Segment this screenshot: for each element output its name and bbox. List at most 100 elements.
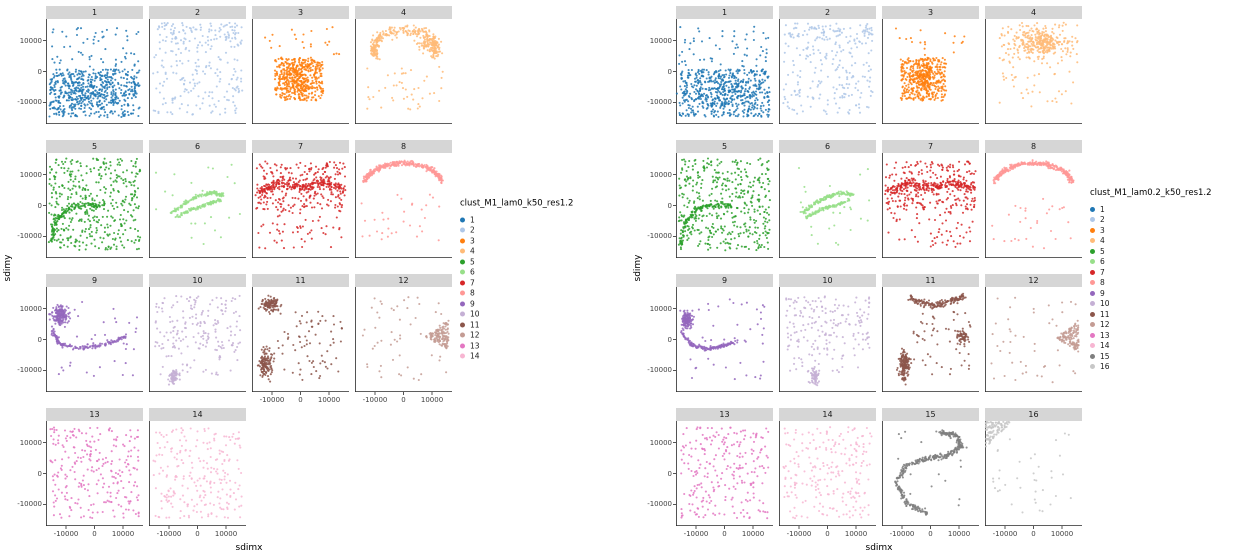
legend-item: 16	[1090, 362, 1212, 373]
legend-item: 11	[460, 320, 573, 331]
y-tick-label: -10000	[17, 500, 42, 509]
legend-label: 3	[1100, 225, 1105, 235]
legend-label: 16	[1100, 362, 1110, 372]
legend-item: 5	[460, 257, 573, 268]
facet-strip: 2	[149, 6, 246, 19]
facet-strip: 9	[46, 274, 143, 287]
y-tick-label: 10000	[649, 438, 672, 447]
legend-label: 6	[470, 267, 475, 277]
legend-swatch-icon	[1090, 206, 1095, 212]
x-tick-label: -10000	[53, 530, 79, 538]
legend-swatch-icon	[460, 248, 465, 254]
facet-cell: 4	[985, 6, 1082, 124]
facet-panel: -10000 0 10000	[984, 420, 1082, 538]
scatter-points-svg	[355, 153, 452, 258]
x-tick-label: 10000	[741, 530, 765, 538]
y-axis-title: sdimy	[3, 254, 13, 282]
legend-title: clust_M1_lam0_k50_res1.2	[460, 198, 574, 209]
facet-panel	[149, 287, 246, 392]
legend-swatch-icon	[1090, 364, 1095, 370]
facet-strip: 4	[985, 6, 1082, 19]
x-tick-label: -10000	[362, 396, 388, 404]
facet-cell: 15 -10000 0 10000	[882, 408, 979, 538]
y-tick-label: -10000	[17, 366, 42, 375]
facet-cell: 6	[779, 140, 876, 258]
facet-cell-empty	[355, 408, 452, 526]
legend-item: 2	[460, 225, 573, 236]
facet-cell: 12 -10000 0 10000	[355, 274, 452, 404]
legend-item: 12	[460, 330, 573, 341]
facet-strip: 12	[985, 274, 1082, 287]
legend-label: 8	[1100, 278, 1105, 288]
scatter-points-svg	[149, 153, 246, 258]
legend: clust_M1_lam0.2_k50_res1.2 1 2 3 4 5 6 7 8 9 10 11 1…	[1090, 188, 1212, 372]
legend-label: 13	[1100, 330, 1110, 340]
facet-strip: 6	[779, 140, 876, 153]
facet-panel: -10000 0 10000	[647, 19, 773, 124]
legend-item: 8	[460, 288, 573, 299]
x-tick-label: 0	[195, 530, 200, 538]
facet-strip: 8	[355, 140, 452, 153]
facet-strip: 14	[149, 408, 246, 421]
x-tick-label: -10000	[683, 530, 709, 538]
facet-cell: 2	[779, 6, 876, 124]
legend-swatch-icon	[460, 280, 465, 286]
facet-grid: 1 -10000 0 10000 2 3 4 5 -10000 0 10000 6 7 8 9 -10000 0…	[647, 6, 1082, 538]
x-axis-title: sdimx	[865, 543, 893, 553]
y-tick-label: 10000	[19, 304, 42, 313]
y-tick-label: 10000	[19, 36, 42, 45]
legend-label: 14	[1100, 341, 1110, 351]
legend-swatch-icon	[460, 322, 465, 328]
x-tick-label: 10000	[947, 530, 971, 538]
scatter-points-svg	[882, 287, 979, 392]
y-tick-label: 10000	[649, 36, 672, 45]
legend-label: 5	[1100, 246, 1105, 256]
legend-swatch-icon	[1090, 269, 1095, 275]
facet-panel	[779, 153, 876, 258]
x-tick-label: 10000	[1050, 530, 1074, 538]
facet-cell: 2	[149, 6, 246, 124]
facet-panel: -10000 0 10000	[252, 287, 349, 404]
facet-panel	[252, 19, 349, 124]
facet-cell: 9 -10000 0 10000	[17, 274, 143, 392]
legend-swatch-icon	[460, 332, 465, 338]
y-tick-label: -10000	[17, 98, 42, 107]
legend-item: 9	[1090, 288, 1212, 299]
y-tick-label: 10000	[19, 438, 42, 447]
legend-label: 8	[470, 288, 475, 298]
legend-label: 10	[1100, 299, 1110, 309]
facet-strip: 11	[252, 274, 349, 287]
y-tick-label: 10000	[19, 170, 42, 179]
facet-panel: -10000 0 10000 -10000 0 10000	[17, 421, 143, 538]
x-axis-title: sdimx	[235, 543, 263, 553]
facet-cell: 3	[882, 6, 979, 124]
legend-label: 11	[1100, 309, 1110, 319]
legend-swatch-icon	[1090, 290, 1095, 296]
scatter-points-svg	[779, 287, 876, 392]
facet-panel	[779, 19, 876, 124]
legend-swatch-icon	[1090, 217, 1095, 223]
x-tick-label: 0	[1031, 530, 1036, 538]
facet-cell: 9 -10000 0 10000	[647, 274, 773, 392]
scatter-points-svg	[252, 153, 349, 258]
facet-panel: -10000 0 10000	[17, 153, 143, 258]
legend-label: 2	[470, 225, 475, 235]
facet-strip: 3	[252, 6, 349, 19]
facet-cell: 14 -10000 0 10000	[149, 408, 246, 538]
facet-cell: 1 -10000 0 10000	[17, 6, 143, 124]
legend-label: 7	[1100, 267, 1105, 277]
legend-label: 12	[470, 330, 480, 340]
scatter-points-svg	[985, 287, 1082, 392]
legend-item: 11	[1090, 309, 1212, 320]
facet-panel: -10000 0 10000	[149, 421, 246, 538]
legend-item: 13	[460, 341, 573, 352]
facet-cell: 3	[252, 6, 349, 124]
legend-swatch-icon	[1090, 238, 1095, 244]
facet-panel	[985, 287, 1082, 392]
facet-strip: 13	[676, 408, 773, 421]
facet-panel: -10000 0 10000	[17, 19, 143, 124]
legend-item: 3	[460, 236, 573, 247]
legend-label: 9	[1100, 288, 1105, 298]
legend-swatch-icon	[460, 353, 465, 359]
x-tick-label: -10000	[156, 530, 182, 538]
